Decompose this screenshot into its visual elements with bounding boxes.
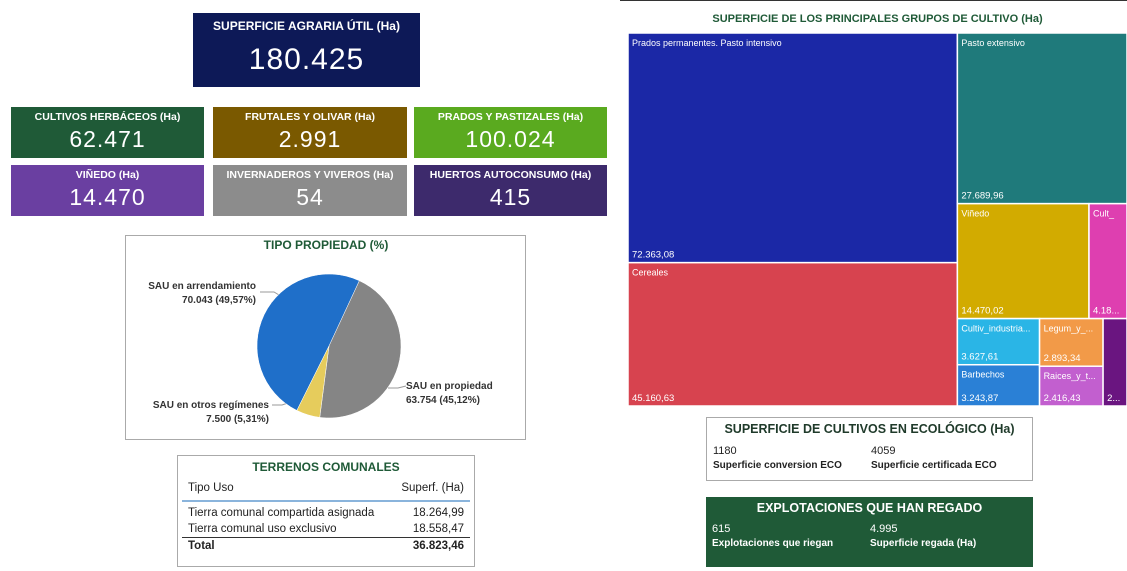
eco-card: SUPERFICIE DE CULTIVOS EN ECOLÓGICO (Ha)… [706,417,1033,481]
kpi-value: 180.425 [248,43,365,76]
tile-label: Prados permanentes. Pasto intensivo [632,38,782,48]
tile-value: 45.160,63 [632,393,674,404]
kpi-value: 14.470 [69,184,146,210]
tile-value: 27.689,96 [961,191,1003,202]
kpi-title: FRUTALES Y OLIVAR (Ha) [245,111,375,123]
pie-value-label: 63.754 (45,12%) [406,395,480,406]
card-item: 4.995 Superficie regada (Ha) [870,523,976,549]
header-row: Tipo Uso Superf. (Ha) [182,480,470,501]
kpi-title: SUPERFICIE AGRARIA ÚTIL (Ha) [213,19,400,33]
treemap-tile [628,33,959,264]
comunales-table: TERRENOS COMUNALES Tipo Uso Superf. (Ha)… [177,455,475,567]
tile-label: Barbechos [961,370,1005,380]
kpi-card: VIÑEDO (Ha) 14.470 [11,165,204,216]
card-value: 1180 [713,445,737,457]
card-label: Superficie conversion ECO [713,460,842,471]
kpi-value: 54 [296,184,324,210]
tile-label: Cultiv_industria... [961,324,1030,334]
card-label: Explotaciones que riegan [712,538,834,549]
kpi-value: 62.471 [69,126,146,152]
treemap-tile [628,261,959,406]
kpi-card: CULTIVOS HERBÁCEOS (Ha) 62.471 [11,107,204,158]
tile-label: Cereales [632,268,669,278]
treemap-tile [1088,202,1127,320]
cell: 36.823,46 [412,540,464,552]
kpi-card: SUPERFICIE AGRARIA ÚTIL (Ha) 180.425 [193,13,420,87]
tile-value: 3.243,87 [961,393,998,404]
tile-label: Cult_ [1093,209,1115,219]
header-cell: Superf. (Ha) [401,482,464,494]
treemap-tile [956,363,1041,406]
pie-slice [256,273,360,411]
cell: 18.264,99 [412,507,464,519]
cell: 18.558,47 [412,523,464,535]
kpi-card: PRADOS Y PASTIZALES (Ha) 100.024 [414,107,607,158]
pie-slice [319,280,402,419]
kpi-card: FRUTALES Y OLIVAR (Ha) 2.991 [213,107,407,158]
table: Tipo Uso Superf. (Ha) Tierra comunal com… [182,480,470,554]
header-cell: Tipo Uso [188,482,234,494]
treemap-tile [1038,365,1104,406]
cell: Total [188,540,215,552]
chart-title: TIPO PROPIEDAD (%) [264,238,389,252]
tile-value: 3.627,61 [961,352,998,363]
cell: Tierra comunal compartida asignada [188,507,375,519]
cell: Tierra comunal uso exclusivo [188,523,337,535]
card-label: Superficie regada (Ha) [870,538,977,549]
riego-card: EXPLOTACIONES QUE HAN REGADO 615 Explotac… [706,497,1033,567]
tile-label: Viñedo [961,209,989,219]
tile-value: 72.363,08 [632,250,674,261]
table-title: TERRENOS COMUNALES [252,460,400,474]
top-rule [620,0,1127,1]
card-value: 4059 [871,445,896,457]
tile-value: 14.470,02 [961,306,1003,317]
total-row: Total 36.823,46 [182,537,470,555]
kpi-value: 415 [489,184,532,210]
card-value: 4.995 [870,523,898,535]
kpi-card: HUERTOS AUTOCONSUMO (Ha) 415 [414,165,607,216]
row: Tierra comunal compartida asignada 18.264… [182,501,470,521]
card-item: 1180 Superficie conversion ECO [713,445,842,471]
chart-title: SUPERFICIE DE LOS PRINCIPALES GRUPOS DE … [712,13,1043,25]
kpi-title: VIÑEDO (Ha) [75,169,140,181]
kpi-title: CULTIVOS HERBÁCEOS (Ha) [34,111,181,123]
kpi-title: HUERTOS AUTOCONSUMO (Ha) [429,169,592,181]
pie-label: SAU en arrendamiento [148,281,256,292]
tile-label: Raices_y_t... [1044,371,1096,381]
tile-label: Legum_y_... [1044,324,1094,334]
tile-value: 2.893,34 [1044,353,1081,364]
kpi-title: INVERNADEROS Y VIVEROS (Ha) [226,169,394,181]
pie-chart: TIPO PROPIEDAD (%) SAU en arrendamiento … [125,235,526,440]
pie-label: SAU en propiedad [406,381,493,392]
tile-value: 4.18... [1093,306,1119,317]
pie-label: SAU en otros regímenes [153,400,270,411]
kpi-value: 100.024 [465,126,556,152]
treemap-tile [956,202,1090,320]
tile-value: 2.416,43 [1044,393,1081,404]
card-label: Superficie certificada ECO [871,460,997,471]
kpi-value: 2.991 [278,126,342,152]
card-title: SUPERFICIE DE CULTIVOS EN ECOLÓGICO (Ha) [724,422,1015,436]
tile-label: Pasto extensivo [961,38,1025,48]
card-value: 615 [712,523,731,535]
pie-value-label: 7.500 (5,31%) [206,414,269,425]
treemap-tile [956,33,1127,205]
card-item: 615 Explotaciones que riegan [712,523,833,549]
leader-line [388,385,407,389]
tile-value: 2... [1107,393,1120,404]
pie-value-label: 70.043 (49,57%) [182,295,256,306]
kpi-title: PRADOS Y PASTIZALES (Ha) [437,111,584,123]
card-item: 4059 Superficie certificada ECO [871,445,997,471]
pie-slice [296,345,330,418]
treemap: Prados permanentes. Pasto intensivo 72.36… [628,33,1127,406]
kpi-card: INVERNADEROS Y VIVEROS (Ha) 54 [213,165,407,216]
card-title: EXPLOTACIONES QUE HAN REGADO [756,501,983,515]
row: Tierra comunal uso exclusivo 18.558,47 [182,521,470,538]
